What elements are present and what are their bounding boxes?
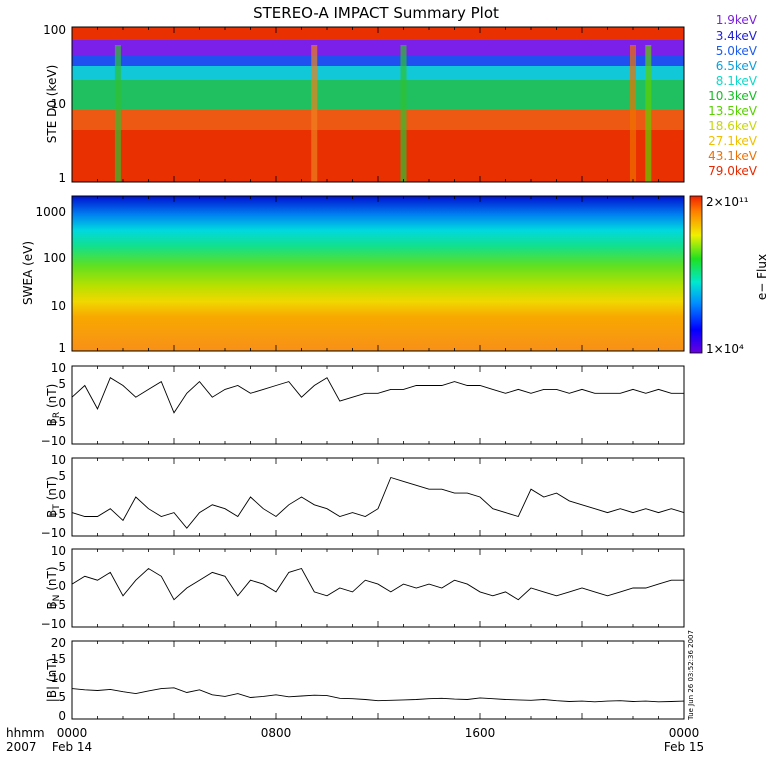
bt-tick-marks: [71, 458, 685, 536]
swea-ytick-100: 100: [43, 251, 66, 265]
ste-band-violet: [72, 40, 684, 56]
bt-ytick-5: 5: [58, 469, 66, 483]
bmag-panel: 20 15 10 5 0 |B| (nT) Tue Jun 26 03:52:3…: [45, 630, 695, 723]
br-tick-marks: [71, 366, 685, 444]
colorbar-label: e− Flux: [755, 254, 769, 300]
colorbar-min-label: 1×10⁴: [706, 342, 744, 356]
br-ytick-10: 10: [51, 361, 66, 375]
br-ytick-0: 0: [58, 396, 66, 410]
legend-10.3kev: 10.3keV: [708, 89, 758, 103]
bmag-ytick-0: 0: [58, 709, 66, 723]
swea-ytick-1000: 1000: [35, 205, 66, 219]
bmag-ytick-10: 10: [51, 671, 66, 685]
bmag-series-line: [71, 687, 685, 703]
figure-title: STEREO-A IMPACT Summary Plot: [253, 4, 499, 22]
legend-3.4kev: 3.4keV: [716, 29, 758, 43]
ste-tick-marks: [71, 27, 685, 182]
bt-ytick-0: 0: [58, 488, 66, 502]
swea-panel: 1000 100 10 1 SWEA (eV) 2×10¹¹ 1×10⁴ e− …: [21, 195, 769, 356]
bt-panel: 10 5 0 −5 −10 BT (nT): [41, 453, 685, 540]
colorbar: [689, 195, 703, 354]
ste-spike: [645, 45, 652, 182]
bn-ytick-5: 5: [58, 560, 66, 574]
legend-43.1kev: 43.1keV: [708, 149, 758, 163]
bn-ytick-0: 0: [58, 579, 66, 593]
ste-spikes: [114, 45, 652, 182]
swea-ytick-10: 10: [51, 299, 66, 313]
ste-spike: [400, 45, 407, 182]
bmag-panel-frame: [71, 640, 685, 720]
legend-79.0kev: 79.0keV: [708, 164, 758, 178]
bt-panel-frame: [71, 457, 685, 537]
bn-series-line: [71, 567, 684, 601]
legend-27.1kev: 27.1keV: [708, 134, 758, 148]
timestamp: Tue Jun 26 03:52:36 2007: [687, 630, 695, 721]
br-ytick-5: 5: [58, 377, 66, 391]
ste-panel: 100 10 1 STE D0 (keV) 1.9keV 3.4keV 5.0k…: [43, 13, 758, 185]
ste-ytick-1: 1: [58, 171, 66, 185]
bn-ytick-neg5: −5: [48, 598, 66, 612]
bn-panel: 10 5 0 −5 −10 BN (nT): [41, 544, 685, 631]
colorbar-max-label: 2×10¹¹: [706, 195, 749, 209]
legend-5.0kev: 5.0keV: [716, 44, 758, 58]
bmag-ylabel: |B| (nT): [45, 658, 59, 702]
bn-tick-marks: [71, 549, 685, 627]
ste-band-orange: [72, 110, 684, 130]
ste-spike: [630, 45, 636, 182]
bmag-ytick-15: 15: [51, 652, 66, 666]
ste-spike: [311, 45, 318, 182]
x-tick-0800: 0800: [261, 726, 292, 740]
bmag-ytick-5: 5: [58, 690, 66, 704]
x-tick-feb15: Feb 15: [664, 740, 704, 754]
bmag-tick-marks: [71, 641, 685, 719]
swea-ytick-1: 1: [58, 341, 66, 355]
ste-ytick-10: 10: [51, 97, 66, 111]
bmag-ytick-20: 20: [51, 636, 66, 650]
x-tick-feb14: Feb 14: [52, 740, 92, 754]
ste-spike: [114, 45, 121, 182]
bt-ytick-neg5: −5: [48, 507, 66, 521]
br-panel-frame: [71, 365, 685, 445]
br-ytick-neg10: −10: [41, 434, 66, 448]
ste-ylabel: STE D0 (keV): [45, 65, 59, 144]
bt-ytick-10: 10: [51, 453, 66, 467]
ste-band-cyan: [72, 62, 684, 80]
legend-1.9kev: 1.9keV: [716, 13, 758, 27]
x-tick-0000: 0000: [57, 726, 88, 740]
br-series-line: [71, 377, 684, 414]
x-axis-labels: hhmm 2007 0000 Feb 14 0800 1600 0000 Feb…: [6, 726, 704, 754]
ste-legend: 1.9keV 3.4keV 5.0keV 6.5keV 8.1keV 10.3k…: [708, 13, 758, 178]
x-tick-1600: 1600: [465, 726, 496, 740]
bn-ytick-10: 10: [51, 544, 66, 558]
x-row1-label: hhmm: [6, 726, 45, 740]
br-ytick-neg5: −5: [48, 415, 66, 429]
swea-ylabel: SWEA (eV): [21, 241, 35, 305]
legend-18.6kev: 18.6keV: [708, 119, 758, 133]
bt-ytick-neg10: −10: [41, 526, 66, 540]
swea-tick-marks: [71, 196, 685, 351]
legend-13.5kev: 13.5keV: [708, 104, 758, 118]
legend-6.5kev: 6.5keV: [716, 59, 758, 73]
ste-ytick-100: 100: [43, 23, 66, 37]
x-row2-label: 2007: [6, 740, 37, 754]
bt-series-line: [71, 476, 685, 529]
bn-ytick-neg10: −10: [41, 617, 66, 631]
bn-panel-frame: [71, 548, 685, 628]
x-tick-0000-end: 0000: [669, 726, 700, 740]
br-panel: 10 5 0 −5 −10 BR (nT): [41, 361, 685, 448]
swea-spectrogram: [72, 196, 684, 351]
legend-8.1kev: 8.1keV: [716, 74, 758, 88]
